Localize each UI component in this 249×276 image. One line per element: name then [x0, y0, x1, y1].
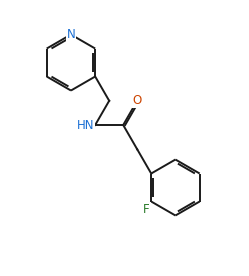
Text: O: O — [132, 94, 142, 107]
Text: F: F — [143, 203, 150, 216]
Text: HN: HN — [76, 118, 94, 132]
Text: N: N — [66, 28, 75, 41]
